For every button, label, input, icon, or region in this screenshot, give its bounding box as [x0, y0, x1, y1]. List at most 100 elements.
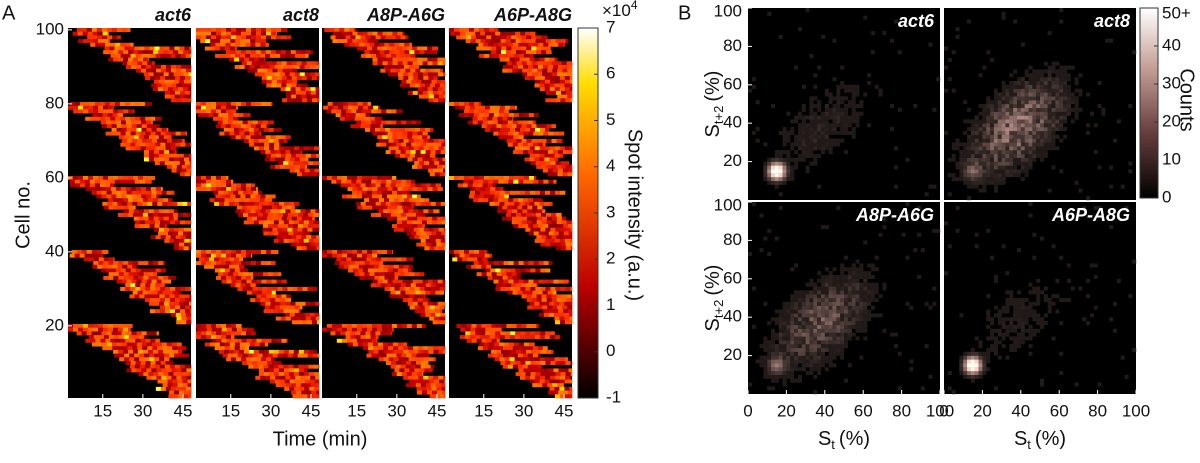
- density-cell: [967, 142, 971, 146]
- heat-cell: [432, 220, 437, 224]
- heat-cell: [284, 368, 289, 372]
- heat-cell: [372, 254, 377, 258]
- heat-cell: [497, 209, 502, 213]
- density-cell: [779, 158, 783, 162]
- heat-cell: [221, 180, 226, 184]
- heat-cell: [297, 287, 302, 291]
- heat-cell: [523, 365, 528, 369]
- heat-cell: [443, 91, 446, 95]
- heat-cell: [501, 35, 506, 39]
- heat-cell: [347, 254, 352, 258]
- heat-cell: [301, 383, 306, 387]
- heat-cell: [250, 54, 255, 58]
- heat-cell: [276, 250, 278, 254]
- heat-cell: [248, 365, 253, 369]
- heat-cell: [123, 276, 128, 280]
- heat-cell: [527, 69, 532, 73]
- heat-cell: [135, 365, 140, 369]
- heat-cell: [467, 339, 472, 343]
- heat-cell: [270, 65, 275, 69]
- heat-cell: [138, 198, 143, 202]
- heat-cell: [146, 54, 151, 58]
- heat-cell: [402, 47, 407, 51]
- density-cell: [863, 92, 867, 96]
- heat-cell: [176, 376, 181, 380]
- heat-cell: [480, 335, 485, 339]
- heat-cell: [411, 365, 416, 369]
- heat-cell: [221, 106, 226, 110]
- heat-cell: [380, 69, 385, 73]
- heat-cell: [242, 206, 247, 210]
- heat-cell: [201, 176, 206, 180]
- heat-cell: [68, 106, 73, 110]
- heat-cell: [442, 220, 445, 224]
- density-cell: [994, 135, 998, 139]
- heat-cell: [246, 35, 251, 39]
- heat-cell: [530, 331, 535, 335]
- heat-cell: [393, 187, 398, 191]
- heat-cell: [520, 191, 525, 195]
- heat-cell: [307, 287, 312, 291]
- heat-cell: [254, 143, 259, 147]
- density-cell: [813, 146, 817, 150]
- heat-cell: [88, 324, 93, 328]
- heat-cell: [417, 195, 421, 199]
- heat-cell: [149, 72, 154, 76]
- heat-cell: [527, 61, 532, 65]
- heat-cell: [83, 176, 88, 180]
- heat-cell: [536, 124, 541, 128]
- heat-cell: [546, 372, 551, 376]
- heat-cell: [367, 39, 372, 43]
- density-cell: [802, 131, 806, 135]
- heat-cell: [105, 180, 110, 184]
- heat-cell: [261, 50, 266, 54]
- heat-cell: [270, 165, 275, 169]
- heat-cell: [323, 106, 328, 110]
- heat-cell: [251, 102, 256, 106]
- colorbar-label: Spot intensity (a.u.): [624, 129, 646, 301]
- heat-cell: [338, 106, 343, 110]
- heat-cell: [443, 187, 444, 191]
- heat-cell: [124, 135, 129, 139]
- heat-cell: [252, 69, 257, 73]
- heat-cell: [529, 202, 534, 206]
- heat-cell: [408, 302, 413, 306]
- heat-cell: [454, 176, 459, 180]
- heat-cell: [527, 217, 532, 221]
- heat-cell: [255, 54, 260, 58]
- heat-cell: [269, 368, 274, 372]
- heat-cell: [500, 187, 503, 191]
- density-cell: [982, 119, 986, 123]
- heat-cell: [316, 95, 319, 99]
- heat-cell: [97, 191, 102, 195]
- x-tick-label: 30: [514, 401, 533, 420]
- heat-cell: [228, 117, 233, 121]
- heat-cell: [314, 372, 319, 376]
- heat-cell: [362, 254, 367, 258]
- heat-cell: [494, 195, 499, 199]
- heat-cell: [381, 35, 386, 39]
- heat-cell: [429, 228, 434, 232]
- heat-cell: [394, 65, 399, 69]
- heat-cell: [254, 58, 259, 62]
- heat-cell: [93, 113, 98, 117]
- heat-cell: [550, 154, 555, 158]
- heat-cell: [164, 239, 169, 243]
- heat-cell: [154, 150, 159, 154]
- heat-cell: [376, 183, 381, 187]
- x-axis-label: Time (min): [273, 428, 368, 450]
- density-cell: [990, 127, 994, 131]
- heat-cell: [289, 372, 294, 376]
- heat-cell: [384, 139, 389, 143]
- heat-cell: [476, 39, 481, 43]
- heat-cell: [428, 98, 433, 102]
- heat-cell: [528, 224, 533, 228]
- heat-cell: [495, 106, 500, 110]
- heat-cell: [428, 87, 433, 91]
- heat-cell: [270, 72, 275, 76]
- heat-cell: [430, 172, 435, 176]
- heat-cell: [223, 117, 228, 121]
- heat-cell: [296, 95, 301, 99]
- density-cell: [1002, 177, 1006, 181]
- heat-cell: [262, 76, 267, 80]
